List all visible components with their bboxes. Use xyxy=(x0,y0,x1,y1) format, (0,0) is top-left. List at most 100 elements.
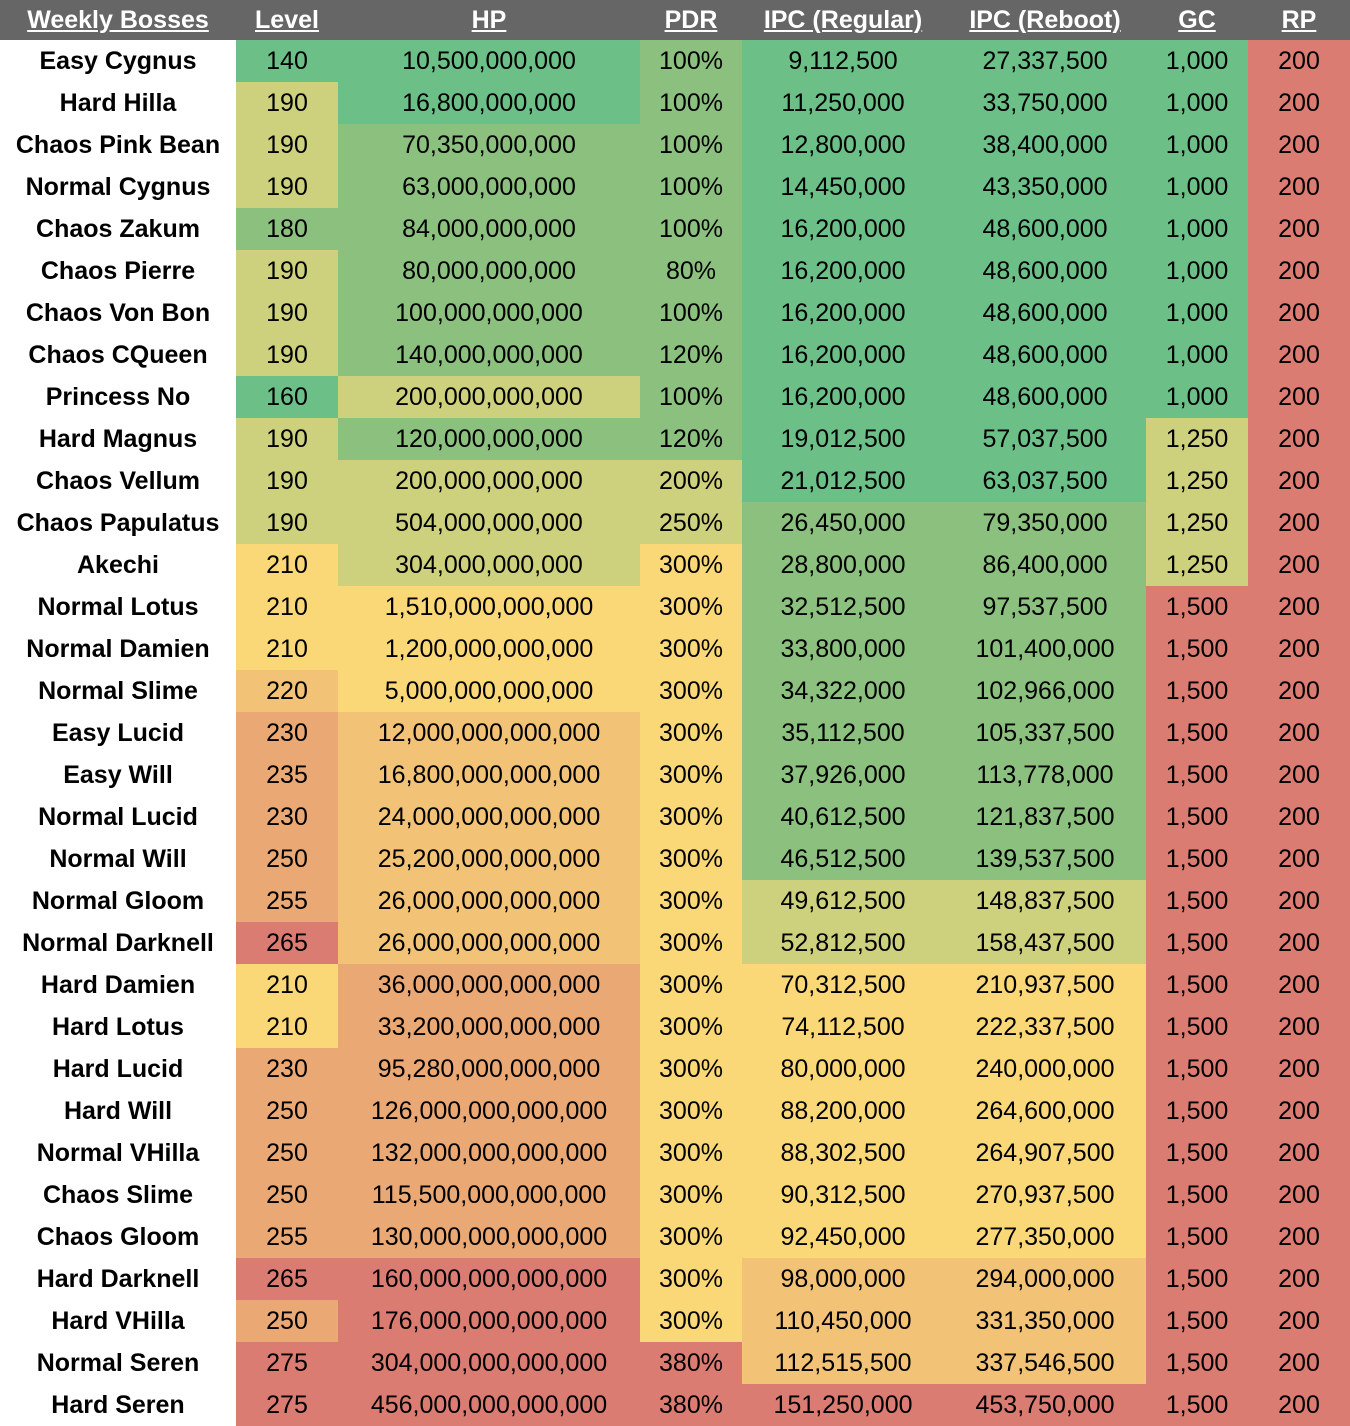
gc-cell[interactable]: 1,500 xyxy=(1146,796,1248,838)
hp-cell[interactable]: 132,000,000,000,000 xyxy=(338,1132,640,1174)
gc-cell[interactable]: 1,500 xyxy=(1146,838,1248,880)
ipc-regular-cell[interactable]: 16,200,000 xyxy=(742,376,944,418)
level-cell[interactable]: 275 xyxy=(236,1342,338,1384)
ipc-regular-cell[interactable]: 14,450,000 xyxy=(742,166,944,208)
hp-cell[interactable]: 84,000,000,000 xyxy=(338,208,640,250)
gc-cell[interactable]: 1,000 xyxy=(1146,208,1248,250)
hp-cell[interactable]: 304,000,000,000 xyxy=(338,544,640,586)
level-cell[interactable]: 250 xyxy=(236,1174,338,1216)
ipc-regular-cell[interactable]: 16,200,000 xyxy=(742,292,944,334)
boss-name-cell[interactable]: Normal Lucid xyxy=(0,796,236,838)
hp-cell[interactable]: 1,200,000,000,000 xyxy=(338,628,640,670)
rp-cell[interactable]: 200 xyxy=(1248,124,1350,166)
rp-cell[interactable]: 200 xyxy=(1248,1132,1350,1174)
pdr-cell[interactable]: 200% xyxy=(640,460,742,502)
boss-name-cell[interactable]: Chaos Pierre xyxy=(0,250,236,292)
pdr-cell[interactable]: 100% xyxy=(640,208,742,250)
gc-cell[interactable]: 1,250 xyxy=(1146,544,1248,586)
pdr-cell[interactable]: 300% xyxy=(640,1132,742,1174)
pdr-cell[interactable]: 300% xyxy=(640,838,742,880)
header-level[interactable]: Level xyxy=(255,5,319,34)
pdr-cell[interactable]: 80% xyxy=(640,250,742,292)
rp-cell[interactable]: 200 xyxy=(1248,628,1350,670)
boss-name-cell[interactable]: Hard Lucid xyxy=(0,1048,236,1090)
rp-cell[interactable]: 200 xyxy=(1248,166,1350,208)
hp-cell[interactable]: 16,800,000,000 xyxy=(338,82,640,124)
ipc-reboot-cell[interactable]: 121,837,500 xyxy=(944,796,1146,838)
ipc-reboot-cell[interactable]: 86,400,000 xyxy=(944,544,1146,586)
rp-cell[interactable]: 200 xyxy=(1248,922,1350,964)
pdr-cell[interactable]: 300% xyxy=(640,670,742,712)
ipc-regular-cell[interactable]: 34,322,000 xyxy=(742,670,944,712)
ipc-regular-cell[interactable]: 52,812,500 xyxy=(742,922,944,964)
rp-cell[interactable]: 200 xyxy=(1248,334,1350,376)
header-ipc-regular[interactable]: IPC (Regular) xyxy=(763,5,923,34)
ipc-reboot-cell[interactable]: 101,400,000 xyxy=(944,628,1146,670)
hp-cell[interactable]: 95,280,000,000,000 xyxy=(338,1048,640,1090)
pdr-cell[interactable]: 120% xyxy=(640,418,742,460)
rp-cell[interactable]: 200 xyxy=(1248,1258,1350,1300)
ipc-reboot-cell[interactable]: 148,837,500 xyxy=(944,880,1146,922)
gc-cell[interactable]: 1,000 xyxy=(1146,166,1248,208)
ipc-reboot-cell[interactable]: 337,546,500 xyxy=(944,1342,1146,1384)
hp-cell[interactable]: 140,000,000,000 xyxy=(338,334,640,376)
boss-name-cell[interactable]: Akechi xyxy=(0,544,236,586)
ipc-regular-cell[interactable]: 28,800,000 xyxy=(742,544,944,586)
boss-name-cell[interactable]: Normal Damien xyxy=(0,628,236,670)
level-cell[interactable]: 190 xyxy=(236,166,338,208)
gc-cell[interactable]: 1,250 xyxy=(1146,418,1248,460)
boss-name-cell[interactable]: Chaos Gloom xyxy=(0,1216,236,1258)
level-cell[interactable]: 265 xyxy=(236,1258,338,1300)
boss-name-cell[interactable]: Chaos CQueen xyxy=(0,334,236,376)
gc-cell[interactable]: 1,500 xyxy=(1146,586,1248,628)
hp-cell[interactable]: 10,500,000,000 xyxy=(338,40,640,82)
level-cell[interactable]: 255 xyxy=(236,1216,338,1258)
hp-cell[interactable]: 70,350,000,000 xyxy=(338,124,640,166)
ipc-regular-cell[interactable]: 26,450,000 xyxy=(742,502,944,544)
rp-cell[interactable]: 200 xyxy=(1248,208,1350,250)
pdr-cell[interactable]: 300% xyxy=(640,1216,742,1258)
hp-cell[interactable]: 36,000,000,000,000 xyxy=(338,964,640,1006)
pdr-cell[interactable]: 100% xyxy=(640,376,742,418)
level-cell[interactable]: 230 xyxy=(236,796,338,838)
ipc-regular-cell[interactable]: 112,515,500 xyxy=(742,1342,944,1384)
boss-name-cell[interactable]: Hard Hilla xyxy=(0,82,236,124)
rp-cell[interactable]: 200 xyxy=(1248,586,1350,628)
rp-cell[interactable]: 200 xyxy=(1248,82,1350,124)
boss-name-cell[interactable]: Hard Magnus xyxy=(0,418,236,460)
ipc-reboot-cell[interactable]: 270,937,500 xyxy=(944,1174,1146,1216)
level-cell[interactable]: 190 xyxy=(236,292,338,334)
level-cell[interactable]: 230 xyxy=(236,712,338,754)
ipc-regular-cell[interactable]: 90,312,500 xyxy=(742,1174,944,1216)
rp-cell[interactable]: 200 xyxy=(1248,964,1350,1006)
header-gc[interactable]: GC xyxy=(1178,5,1216,34)
hp-cell[interactable]: 80,000,000,000 xyxy=(338,250,640,292)
rp-cell[interactable]: 200 xyxy=(1248,250,1350,292)
gc-cell[interactable]: 1,250 xyxy=(1146,460,1248,502)
gc-cell[interactable]: 1,500 xyxy=(1146,964,1248,1006)
gc-cell[interactable]: 1,500 xyxy=(1146,670,1248,712)
pdr-cell[interactable]: 250% xyxy=(640,502,742,544)
pdr-cell[interactable]: 100% xyxy=(640,82,742,124)
ipc-reboot-cell[interactable]: 27,337,500 xyxy=(944,40,1146,82)
pdr-cell[interactable]: 300% xyxy=(640,586,742,628)
ipc-reboot-cell[interactable]: 43,350,000 xyxy=(944,166,1146,208)
rp-cell[interactable]: 200 xyxy=(1248,838,1350,880)
boss-name-cell[interactable]: Easy Will xyxy=(0,754,236,796)
gc-cell[interactable]: 1,500 xyxy=(1146,628,1248,670)
hp-cell[interactable]: 33,200,000,000,000 xyxy=(338,1006,640,1048)
ipc-reboot-cell[interactable]: 331,350,000 xyxy=(944,1300,1146,1342)
ipc-regular-cell[interactable]: 21,012,500 xyxy=(742,460,944,502)
pdr-cell[interactable]: 100% xyxy=(640,124,742,166)
level-cell[interactable]: 190 xyxy=(236,460,338,502)
header-weekly-bosses[interactable]: Weekly Bosses xyxy=(27,5,209,34)
ipc-reboot-cell[interactable]: 48,600,000 xyxy=(944,250,1146,292)
ipc-regular-cell[interactable]: 33,800,000 xyxy=(742,628,944,670)
rp-cell[interactable]: 200 xyxy=(1248,1048,1350,1090)
rp-cell[interactable]: 200 xyxy=(1248,1384,1350,1426)
boss-name-cell[interactable]: Normal Lotus xyxy=(0,586,236,628)
rp-cell[interactable]: 200 xyxy=(1248,1300,1350,1342)
rp-cell[interactable]: 200 xyxy=(1248,502,1350,544)
ipc-reboot-cell[interactable]: 113,778,000 xyxy=(944,754,1146,796)
ipc-regular-cell[interactable]: 49,612,500 xyxy=(742,880,944,922)
